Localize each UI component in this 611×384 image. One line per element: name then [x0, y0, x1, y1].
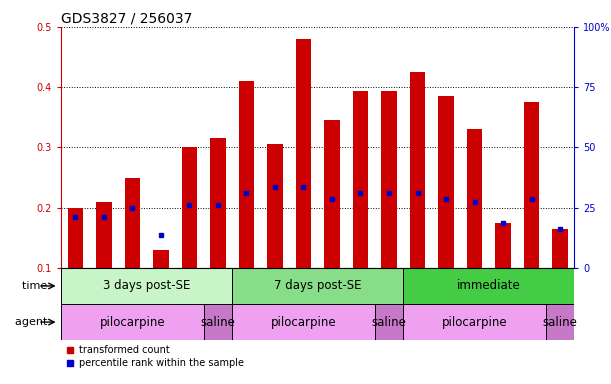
- Bar: [238, 81, 254, 268]
- Text: immediate: immediate: [457, 280, 521, 293]
- Text: time: time: [22, 281, 51, 291]
- Bar: [181, 147, 197, 268]
- Bar: [403, 268, 574, 304]
- Bar: [375, 304, 403, 340]
- Bar: [296, 39, 311, 268]
- Text: saline: saline: [543, 316, 577, 329]
- Bar: [546, 304, 574, 340]
- Bar: [403, 304, 546, 340]
- Text: agent: agent: [15, 317, 51, 327]
- Text: pilocarpine: pilocarpine: [100, 316, 165, 329]
- Bar: [524, 102, 540, 268]
- Bar: [353, 91, 368, 268]
- Bar: [210, 138, 226, 268]
- Bar: [232, 268, 403, 304]
- Legend: transformed count, percentile rank within the sample: transformed count, percentile rank withi…: [66, 345, 244, 368]
- Bar: [495, 223, 511, 268]
- Text: saline: saline: [371, 316, 406, 329]
- Bar: [324, 120, 340, 268]
- Bar: [409, 72, 425, 268]
- Bar: [552, 229, 568, 268]
- Text: saline: saline: [200, 316, 235, 329]
- Text: 7 days post-SE: 7 days post-SE: [274, 280, 362, 293]
- Bar: [267, 144, 283, 268]
- Bar: [467, 129, 482, 268]
- Text: GDS3827 / 256037: GDS3827 / 256037: [61, 12, 192, 26]
- Text: 3 days post-SE: 3 days post-SE: [103, 280, 191, 293]
- Bar: [232, 304, 375, 340]
- Bar: [125, 177, 141, 268]
- Bar: [203, 304, 232, 340]
- Text: pilocarpine: pilocarpine: [271, 316, 336, 329]
- Bar: [68, 208, 83, 268]
- Bar: [153, 250, 169, 268]
- Bar: [61, 268, 232, 304]
- Bar: [381, 91, 397, 268]
- Bar: [96, 202, 112, 268]
- Text: pilocarpine: pilocarpine: [442, 316, 507, 329]
- Bar: [438, 96, 454, 268]
- Bar: [61, 304, 203, 340]
